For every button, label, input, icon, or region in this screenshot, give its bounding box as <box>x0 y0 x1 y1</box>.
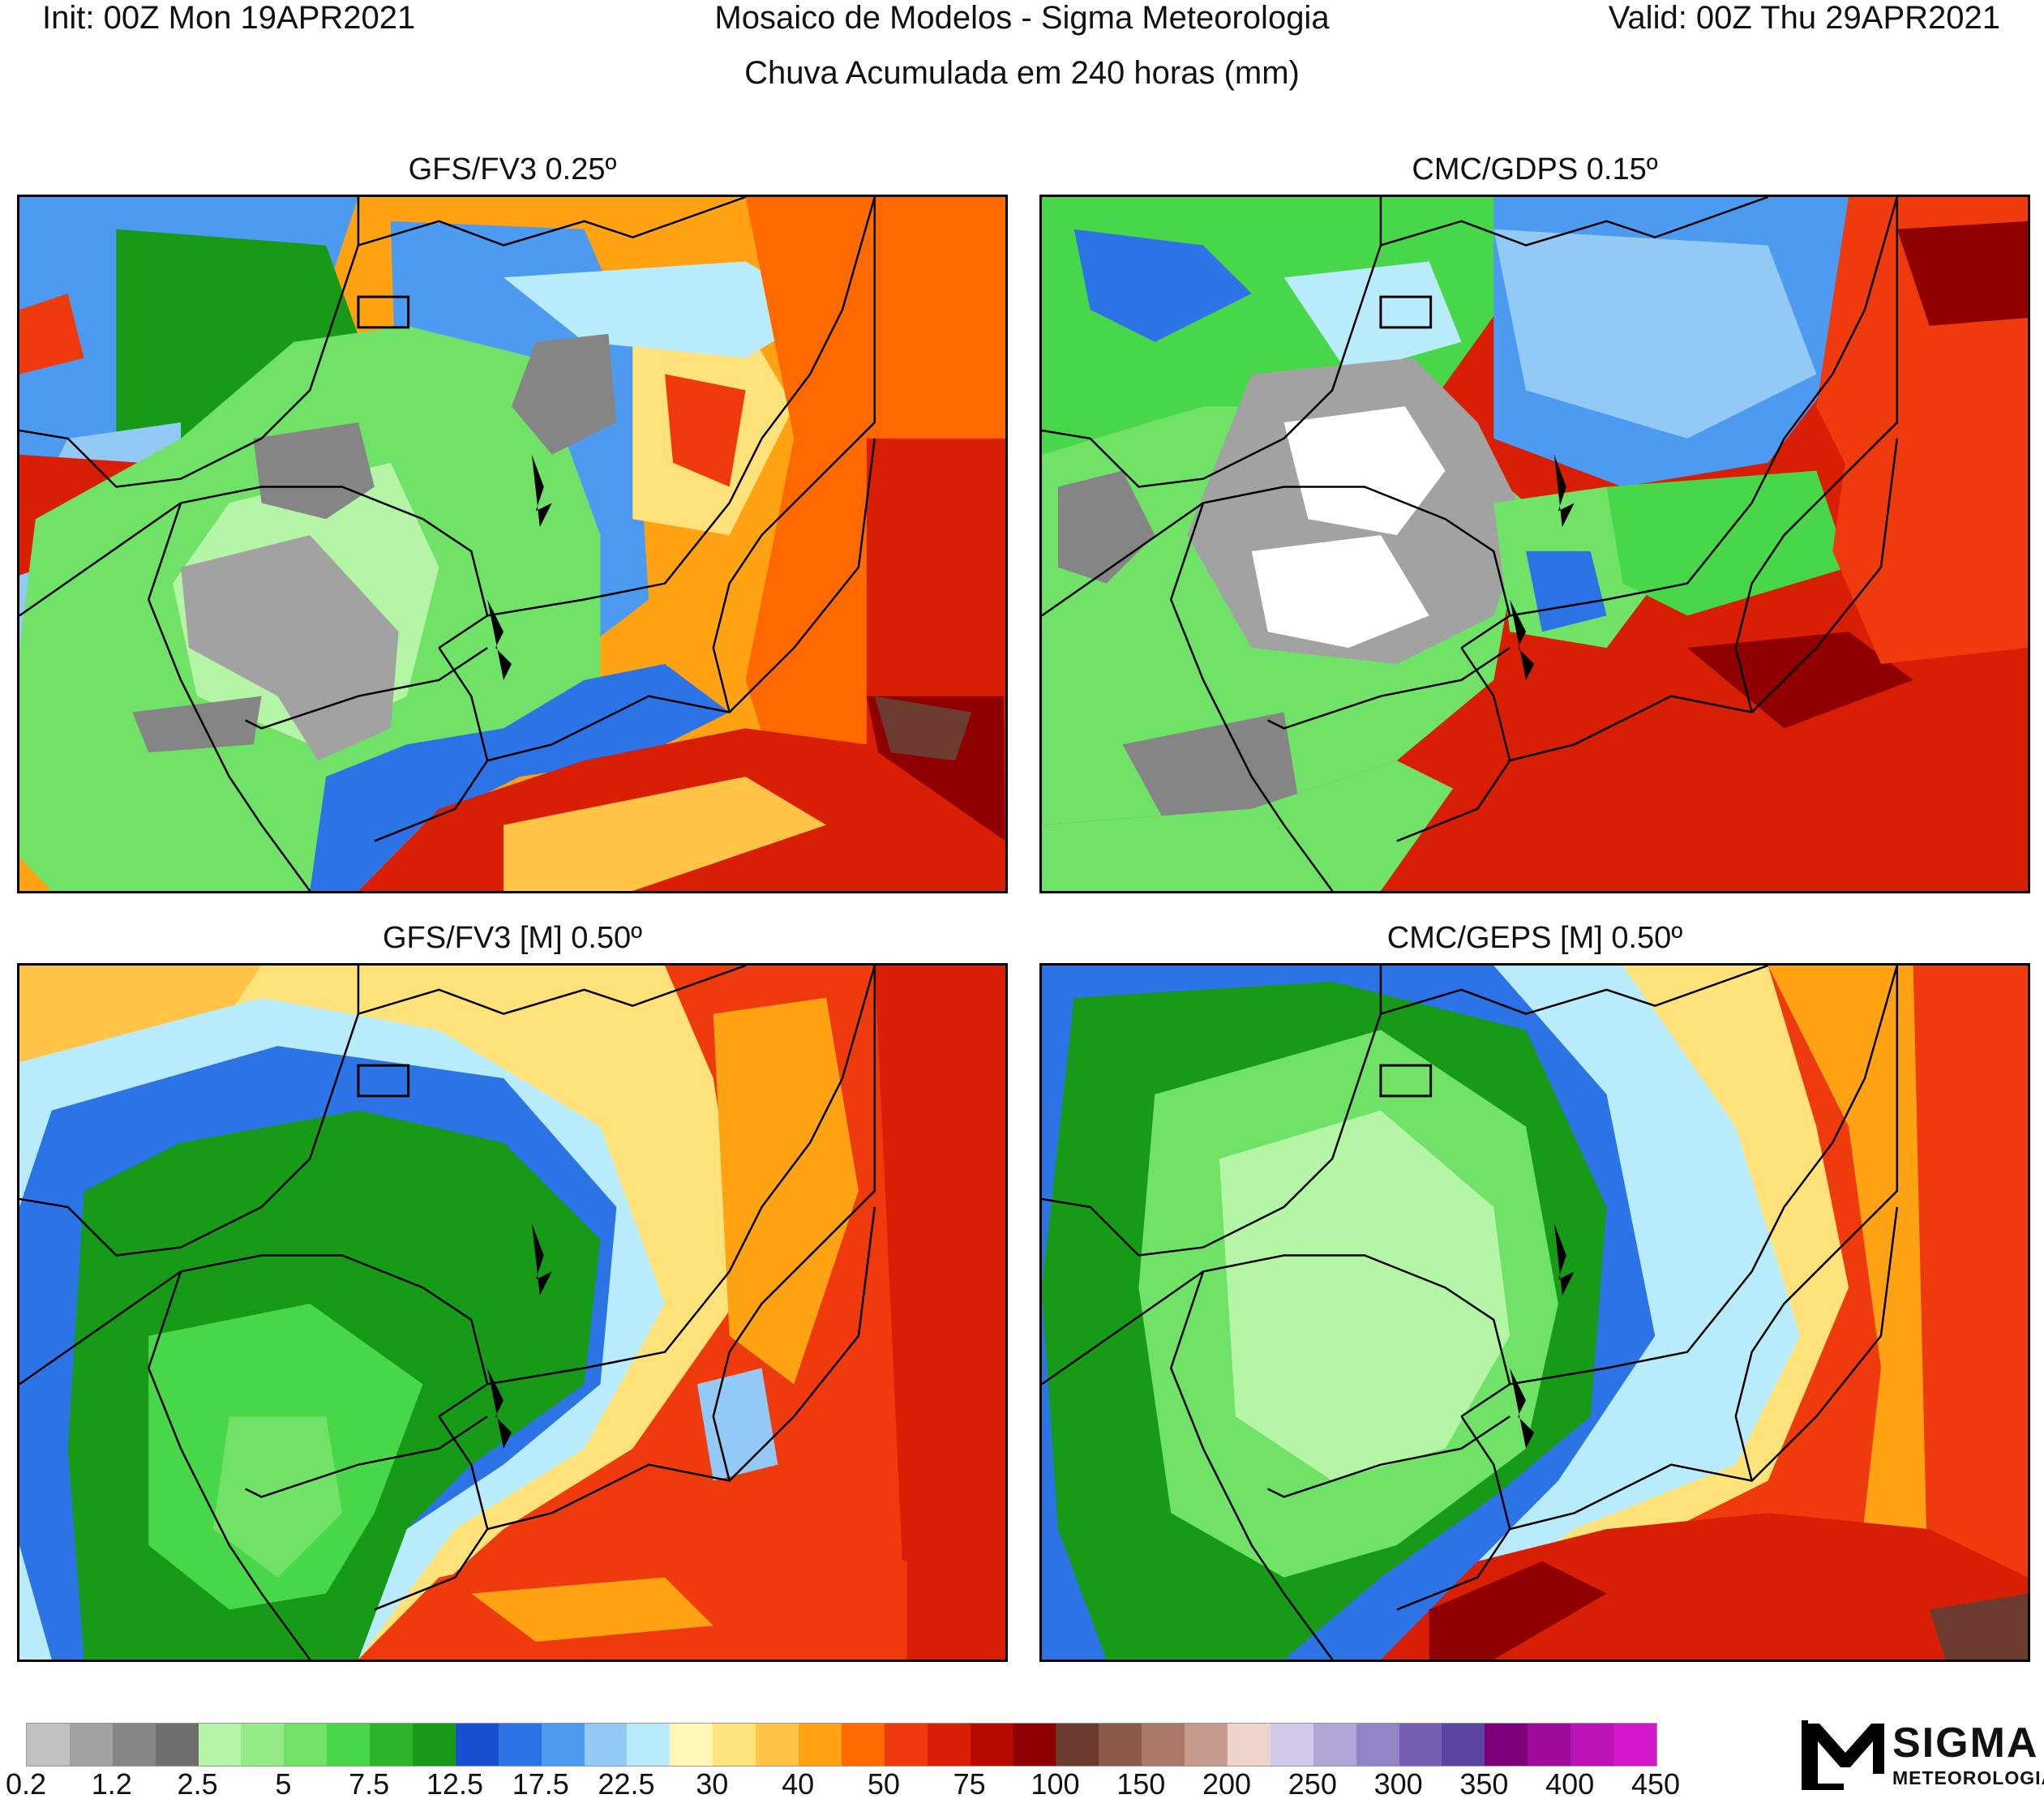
colorbar-swatch <box>927 1724 971 1766</box>
colorbar-swatch <box>1613 1724 1656 1766</box>
colorbar-label: 7.5 <box>349 1767 390 1801</box>
map-panel-cmc-gdps <box>1039 195 2030 893</box>
colorbar-swatch <box>1099 1724 1142 1766</box>
colorbar-swatch <box>1399 1724 1442 1766</box>
figure-title: Mosaico de Modelos - Sigma Meteorologia <box>714 0 1330 36</box>
colorbar-label: 2.5 <box>177 1767 218 1801</box>
sigma-logo-icon <box>1802 1720 1884 1790</box>
panel-title-cmc-gdps: CMC/GDPS 0.15º <box>1412 152 1658 186</box>
map-panel-cmc-geps <box>1039 963 2030 1662</box>
colorbar-swatch <box>413 1724 456 1766</box>
colorbar-label: 22.5 <box>598 1767 655 1801</box>
colorbar-labels: 0.2 1.2 2.5 5 7.5 12.5 17.5 22.5 30 40 50 75 100 150 2… <box>0 1767 1703 1803</box>
colorbar-label: 12.5 <box>426 1767 483 1801</box>
colorbar-swatch <box>970 1724 1013 1766</box>
colorbar-swatch <box>584 1724 628 1766</box>
colorbar-swatch <box>1056 1724 1099 1766</box>
colorbar-swatch <box>327 1724 371 1766</box>
colorbar-swatch <box>1142 1724 1185 1766</box>
figure-subtitle: Chuva Acumulada em 240 horas (mm) <box>744 55 1300 91</box>
colorbar-swatch <box>1185 1724 1228 1766</box>
colorbar-label: 30 <box>696 1767 729 1801</box>
panel-title-gfs-025: GFS/FV3 0.25º <box>408 152 617 186</box>
colorbar-label: 350 <box>1459 1767 1509 1801</box>
colorbar-swatch <box>1270 1724 1313 1766</box>
colorbar-label: 100 <box>1031 1767 1080 1801</box>
colorbar-label: 200 <box>1202 1767 1252 1801</box>
colorbar-swatch <box>27 1724 70 1766</box>
sigma-logo-sub: METEOROLOGIA <box>1892 1767 2044 1788</box>
colorbar-swatch <box>627 1724 671 1766</box>
colorbar-swatch <box>1528 1724 1571 1766</box>
valid-time-label: Valid: 00Z Thu 29APR2021 <box>1608 0 2000 36</box>
colorbar-swatch <box>155 1724 199 1766</box>
colorbar-label: 17.5 <box>512 1767 569 1801</box>
colorbar-swatch <box>713 1724 756 1766</box>
colorbar-swatch <box>1442 1724 1485 1766</box>
colorbar-swatch <box>841 1724 885 1766</box>
colorbar-label: 150 <box>1116 1767 1166 1801</box>
colorbar-label: 50 <box>867 1767 900 1801</box>
colorbar-swatch <box>1313 1724 1356 1766</box>
colorbar-swatch <box>1013 1724 1056 1766</box>
colorbar-swatch <box>241 1724 285 1766</box>
precip-colorbar <box>26 1723 1657 1767</box>
init-time-label: Init: 00Z Mon 19APR2021 <box>42 0 416 36</box>
colorbar-swatch <box>799 1724 842 1766</box>
panel-title-cmc-geps: CMC/GEPS [M] 0.50º <box>1386 921 1683 955</box>
panel-title-gfs-050: GFS/FV3 [M] 0.50º <box>382 921 643 955</box>
colorbar-label: 300 <box>1373 1767 1423 1801</box>
colorbar-swatch <box>455 1724 499 1766</box>
colorbar-swatch <box>541 1724 585 1766</box>
colorbar-swatch <box>284 1724 328 1766</box>
colorbar-swatch <box>1227 1724 1271 1766</box>
colorbar-label: 250 <box>1288 1767 1337 1801</box>
colorbar-label: 40 <box>782 1767 815 1801</box>
colorbar-label: 400 <box>1545 1767 1595 1801</box>
colorbar-swatch <box>1356 1724 1399 1766</box>
colorbar-label: 5 <box>275 1767 292 1801</box>
colorbar-swatch <box>670 1724 713 1766</box>
sigma-logo: SIGMA METEOROLOGIA <box>1802 1717 2044 1795</box>
colorbar-label: 450 <box>1630 1767 1681 1801</box>
map-panel-gfs-025 <box>17 195 1008 893</box>
sigma-logo-word: SIGMA <box>1892 1719 2039 1767</box>
colorbar-swatch <box>198 1724 242 1766</box>
colorbar-label: 1.2 <box>91 1767 132 1801</box>
colorbar-label: 0.2 <box>5 1767 47 1801</box>
colorbar-swatch <box>884 1724 928 1766</box>
colorbar-swatch <box>1485 1724 1528 1766</box>
colorbar-swatch <box>498 1724 542 1766</box>
colorbar-swatch <box>112 1724 156 1766</box>
colorbar-swatch <box>756 1724 799 1766</box>
colorbar-swatch <box>370 1724 414 1766</box>
colorbar-swatch <box>1570 1724 1613 1766</box>
map-panel-gfs-050 <box>17 963 1008 1662</box>
colorbar-swatch <box>69 1724 113 1766</box>
colorbar-label: 75 <box>953 1767 986 1801</box>
